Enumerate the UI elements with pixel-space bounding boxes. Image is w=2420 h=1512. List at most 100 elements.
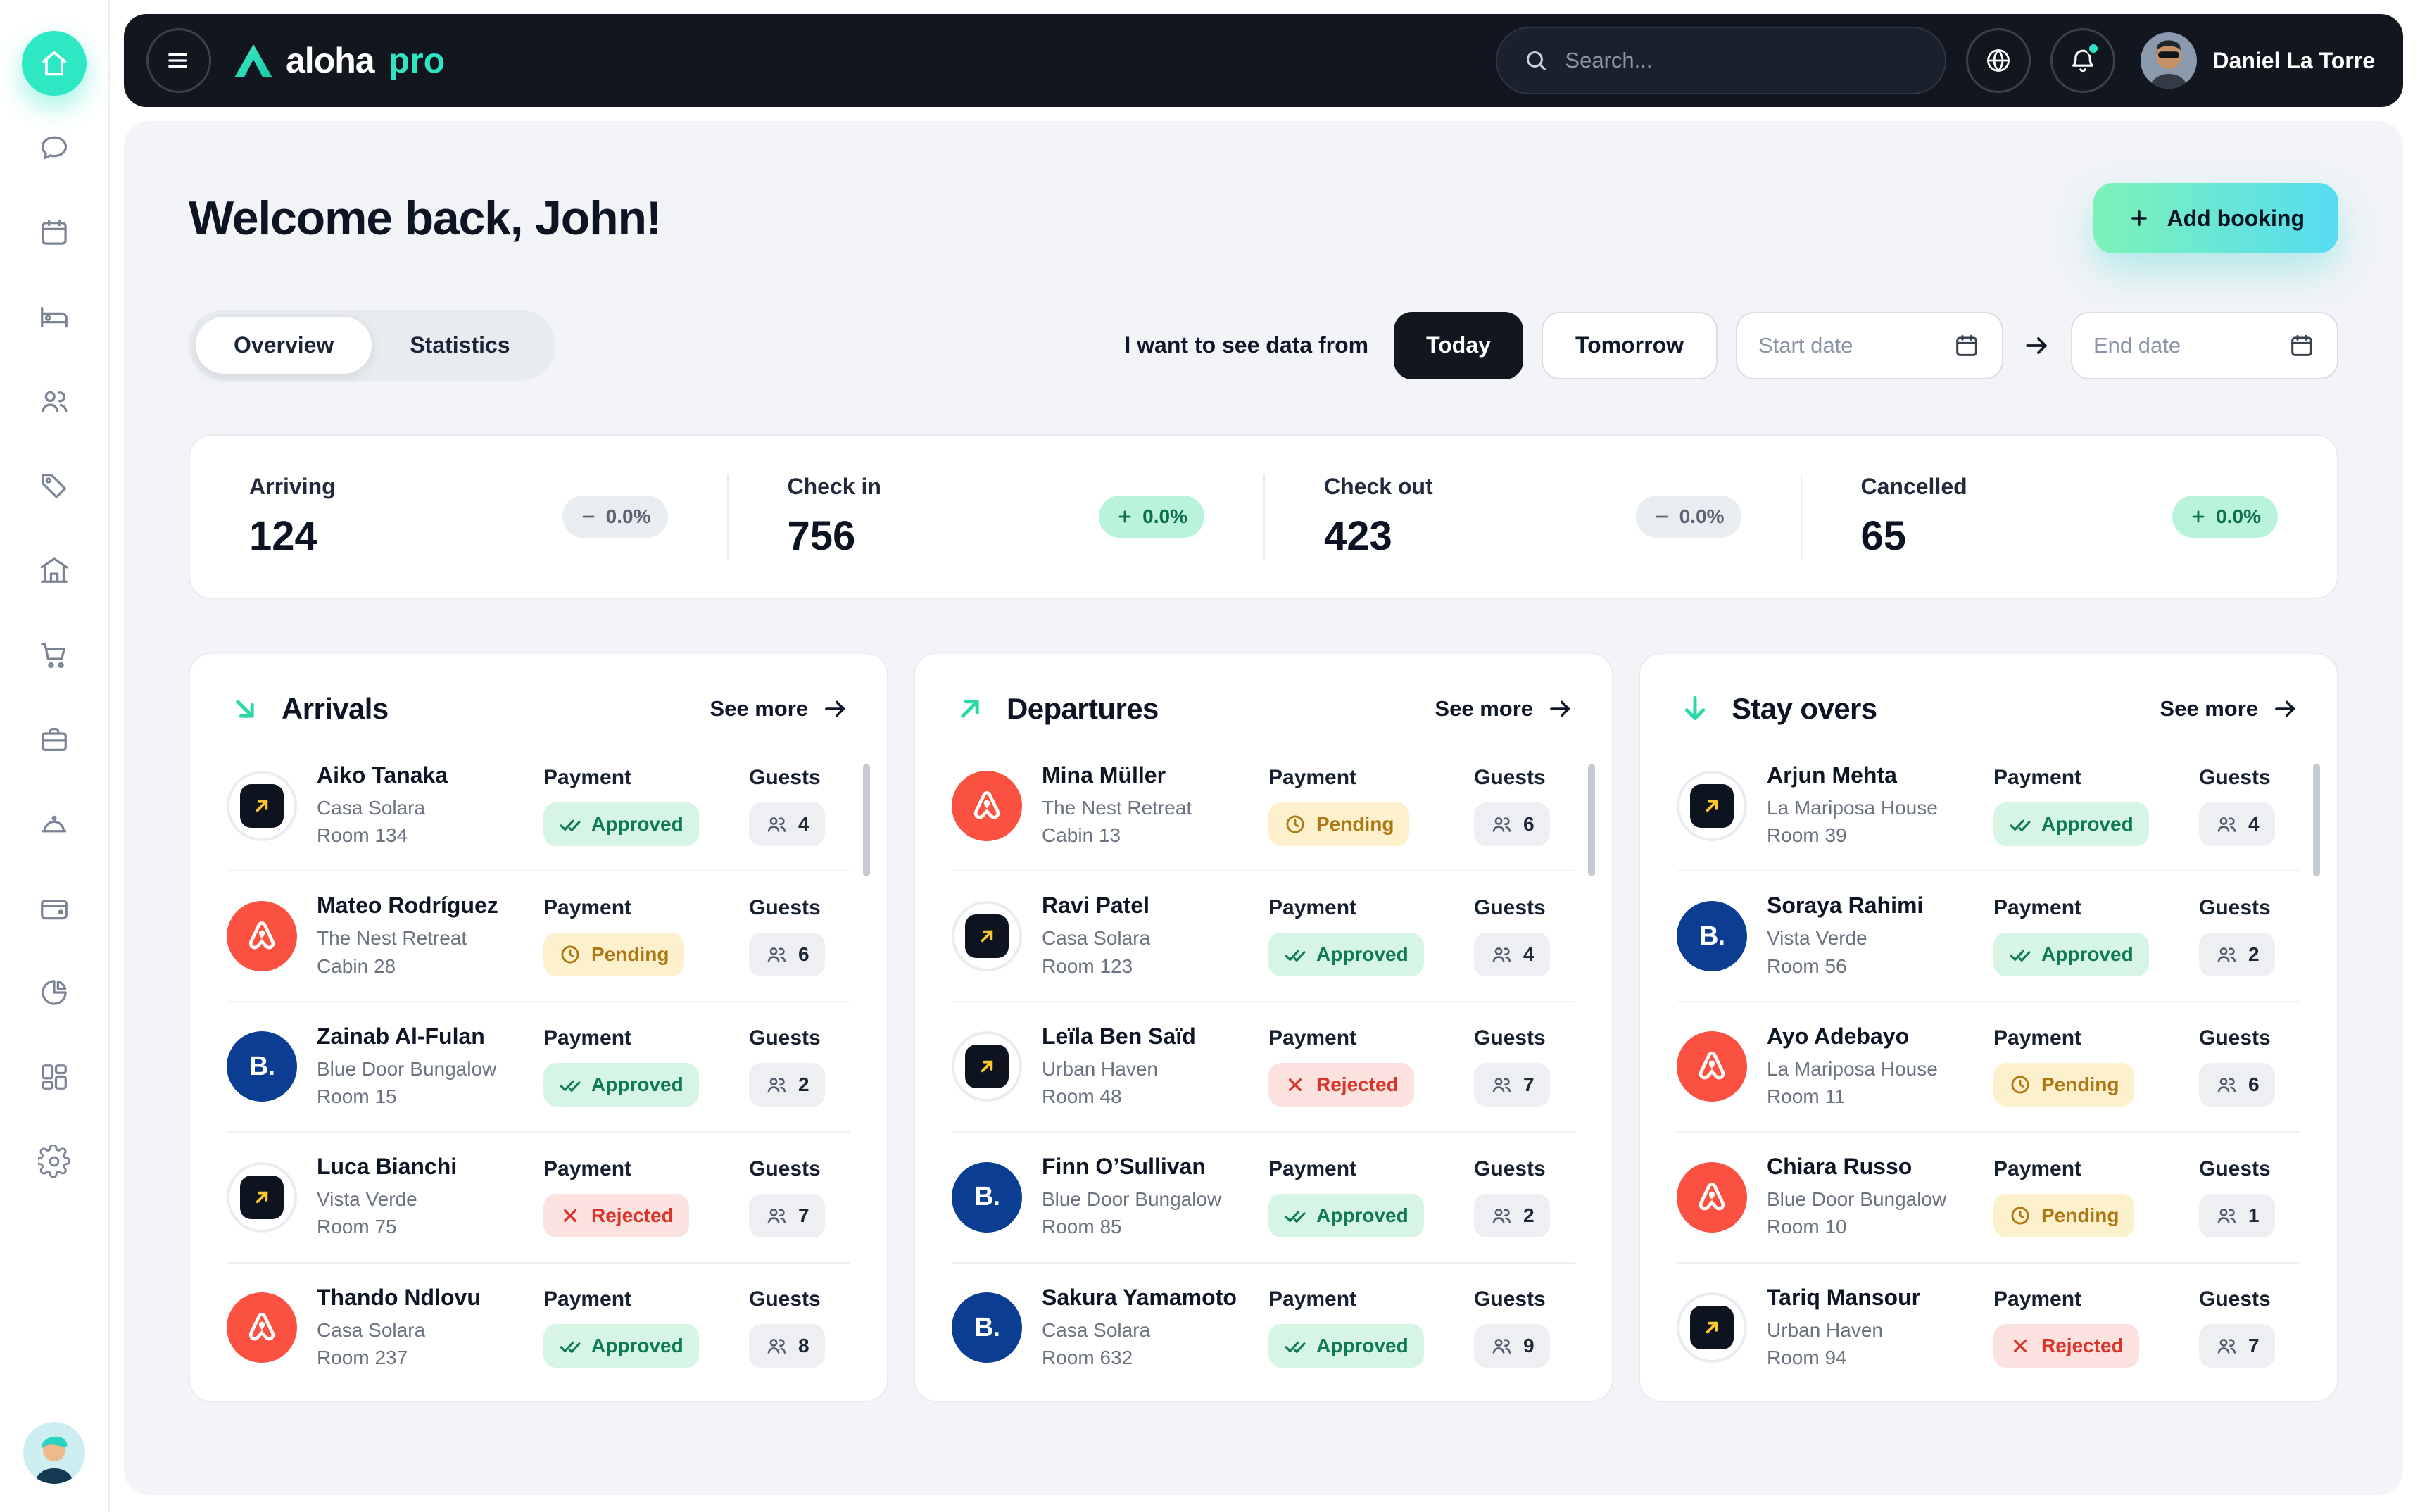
booking-logo: B. (1677, 901, 1747, 972)
arrivals-see-more-link[interactable]: See more (710, 694, 850, 724)
guest-property: The Nest Retreat (1042, 797, 1192, 819)
guest-room: Room 94 (1767, 1346, 1847, 1368)
guest-row[interactable]: Luca Bianchi Vista Verde Room 75 Payment… (227, 1133, 850, 1264)
guest-row[interactable]: B. Soraya Rahimi Vista Verde Room 56 Pay… (1677, 871, 2300, 1002)
app-logo: aloha pro (234, 40, 445, 81)
guest-row[interactable]: B. Zainab Al-Fulan Blue Door Bungalow Ro… (227, 1002, 850, 1133)
today-button[interactable]: Today (1394, 311, 1523, 379)
sidebar (0, 0, 110, 1512)
sidebar-item-wallet[interactable] (22, 876, 87, 940)
guest-row[interactable]: B. Sakura Yamamoto Casa Solara Room 632 … (952, 1264, 1575, 1392)
guests-count-chip: 4 (2199, 802, 2275, 846)
stay-overs-card: Stay overs See more Arjun Mehta La Marip… (1639, 653, 2338, 1402)
guests-label: Guests (749, 1026, 821, 1050)
guests-label: Guests (2199, 1026, 2271, 1050)
property-icon (38, 554, 70, 586)
end-date-input[interactable]: End date (2071, 311, 2338, 379)
sidebar-item-calendar[interactable] (22, 200, 87, 265)
tab-statistics[interactable]: Statistics (372, 317, 548, 374)
sidebar-item-home[interactable] (22, 31, 87, 96)
payment-label: Payment (543, 1026, 632, 1050)
partner-arrow-logo (227, 1161, 297, 1233)
search-input[interactable] (1565, 48, 1920, 73)
guest-row[interactable]: Mateo Rodríguez The Nest Retreat Cabin 2… (227, 871, 850, 1002)
language-globe-button[interactable] (1966, 28, 2031, 93)
scrollbar-thumb[interactable] (863, 764, 870, 876)
sidebar-item-shop[interactable] (22, 622, 87, 687)
payment-label: Payment (1268, 1157, 1357, 1180)
stat-cancelled: Cancelled 65 0.0% (1800, 474, 2338, 560)
sidebar-user-avatar[interactable] (23, 1422, 85, 1484)
scrollbar-thumb[interactable] (2313, 764, 2320, 876)
guest-row[interactable]: Tariq Mansour Urban Haven Room 94 Paymen… (1677, 1264, 2300, 1392)
guests-count-chip: 7 (1474, 1063, 1550, 1107)
payment-label: Payment (1268, 1287, 1357, 1311)
airbnb-logo (1677, 1031, 1747, 1102)
arrow-up-right-icon (952, 691, 988, 727)
top-header: aloha pro (124, 14, 2403, 107)
stay-overs-see-more-link[interactable]: See more (2160, 694, 2300, 724)
guest-name: Zainab Al-Fulan (317, 1023, 485, 1049)
notifications-button[interactable] (2050, 28, 2116, 93)
guests-label: Guests (749, 765, 821, 789)
guests-label: Guests (1474, 1026, 1546, 1050)
tomorrow-button[interactable]: Tomorrow (1541, 311, 1718, 379)
stat-check-in: Check in 756 0.0% (726, 474, 1264, 560)
sidebar-item-layout[interactable] (22, 1045, 87, 1109)
arrow-right-icon (821, 694, 850, 724)
payment-status-chip: Approved (1268, 933, 1424, 977)
guests-label: Guests (749, 896, 821, 920)
guest-name: Ayo Adebayo (1767, 1023, 1910, 1049)
services-icon (38, 807, 70, 840)
guest-property: Casa Solara (317, 797, 426, 819)
add-booking-button[interactable]: Add booking (2093, 183, 2338, 253)
wallet-icon (38, 892, 70, 924)
arrow-right-icon (1546, 694, 1575, 724)
guest-row[interactable]: Chiara Russo Blue Door Bungalow Room 10 … (1677, 1133, 2300, 1264)
payment-label: Payment (1268, 896, 1357, 920)
reports-icon (38, 976, 70, 1009)
payment-status-chip: Approved (543, 1324, 699, 1368)
stay-overs-list: Arjun Mehta La Mariposa House Room 39 Pa… (1677, 741, 2320, 1392)
guest-row[interactable]: Leïla Ben Saïd Urban Haven Room 48 Payme… (952, 1002, 1575, 1133)
guest-row[interactable]: Thando Ndlovu Casa Solara Room 237 Payme… (227, 1264, 850, 1392)
scrollbar-thumb[interactable] (1588, 764, 1595, 876)
guest-name: Mina Müller (1042, 762, 1166, 788)
menu-button[interactable] (146, 28, 211, 93)
tab-overview[interactable]: Overview (196, 317, 372, 374)
sidebar-item-property[interactable] (22, 538, 87, 603)
guest-row[interactable]: Ayo Adebayo La Mariposa House Room 11 Pa… (1677, 1002, 2300, 1133)
guests-icon (38, 385, 70, 417)
sidebar-item-pricing[interactable] (22, 453, 87, 518)
guest-room: Room 85 (1042, 1216, 1122, 1238)
guest-room: Cabin 13 (1042, 824, 1121, 847)
start-date-input[interactable]: Start date (1736, 311, 2003, 379)
sidebar-item-settings[interactable] (22, 1129, 87, 1194)
guest-row[interactable]: Aiko Tanaka Casa Solara Room 134 Payment… (227, 741, 850, 872)
arrow-down-right-icon (227, 691, 263, 727)
guests-count-chip: 2 (1474, 1193, 1550, 1237)
stat-delta-badge: 0.0% (562, 496, 668, 538)
sidebar-item-housekeeping[interactable] (22, 707, 87, 771)
sidebar-item-rooms[interactable] (22, 284, 87, 349)
sidebar-item-services[interactable] (22, 791, 87, 856)
user-menu[interactable]: Daniel La Torre (2141, 32, 2375, 89)
sidebar-item-guests[interactable] (22, 369, 87, 434)
guest-row[interactable]: Arjun Mehta La Mariposa House Room 39 Pa… (1677, 741, 2300, 872)
guest-room: Room 11 (1767, 1085, 1846, 1107)
guests-label: Guests (1474, 896, 1546, 920)
guest-room: Cabin 28 (317, 955, 396, 977)
guest-row[interactable]: B. Finn O’Sullivan Blue Door Bungalow Ro… (952, 1133, 1575, 1264)
departures-see-more-link[interactable]: See more (1435, 694, 1575, 724)
filter-row: Overview Statistics I want to see data f… (189, 310, 2338, 381)
guest-name: Sakura Yamamoto (1042, 1284, 1237, 1310)
payment-status-chip: Pending (1993, 1063, 2135, 1107)
guests-count-chip: 2 (2199, 933, 2275, 977)
sidebar-item-messages[interactable] (22, 115, 87, 180)
guest-row[interactable]: Ravi Patel Casa Solara Room 123 Payment … (952, 871, 1575, 1002)
content-panel: Welcome back, John! Add booking Overview… (124, 121, 2403, 1495)
guest-row[interactable]: Mina Müller The Nest Retreat Cabin 13 Pa… (952, 741, 1575, 872)
guests-label: Guests (749, 1157, 821, 1180)
payment-label: Payment (543, 765, 632, 789)
sidebar-item-reports[interactable] (22, 960, 87, 1025)
